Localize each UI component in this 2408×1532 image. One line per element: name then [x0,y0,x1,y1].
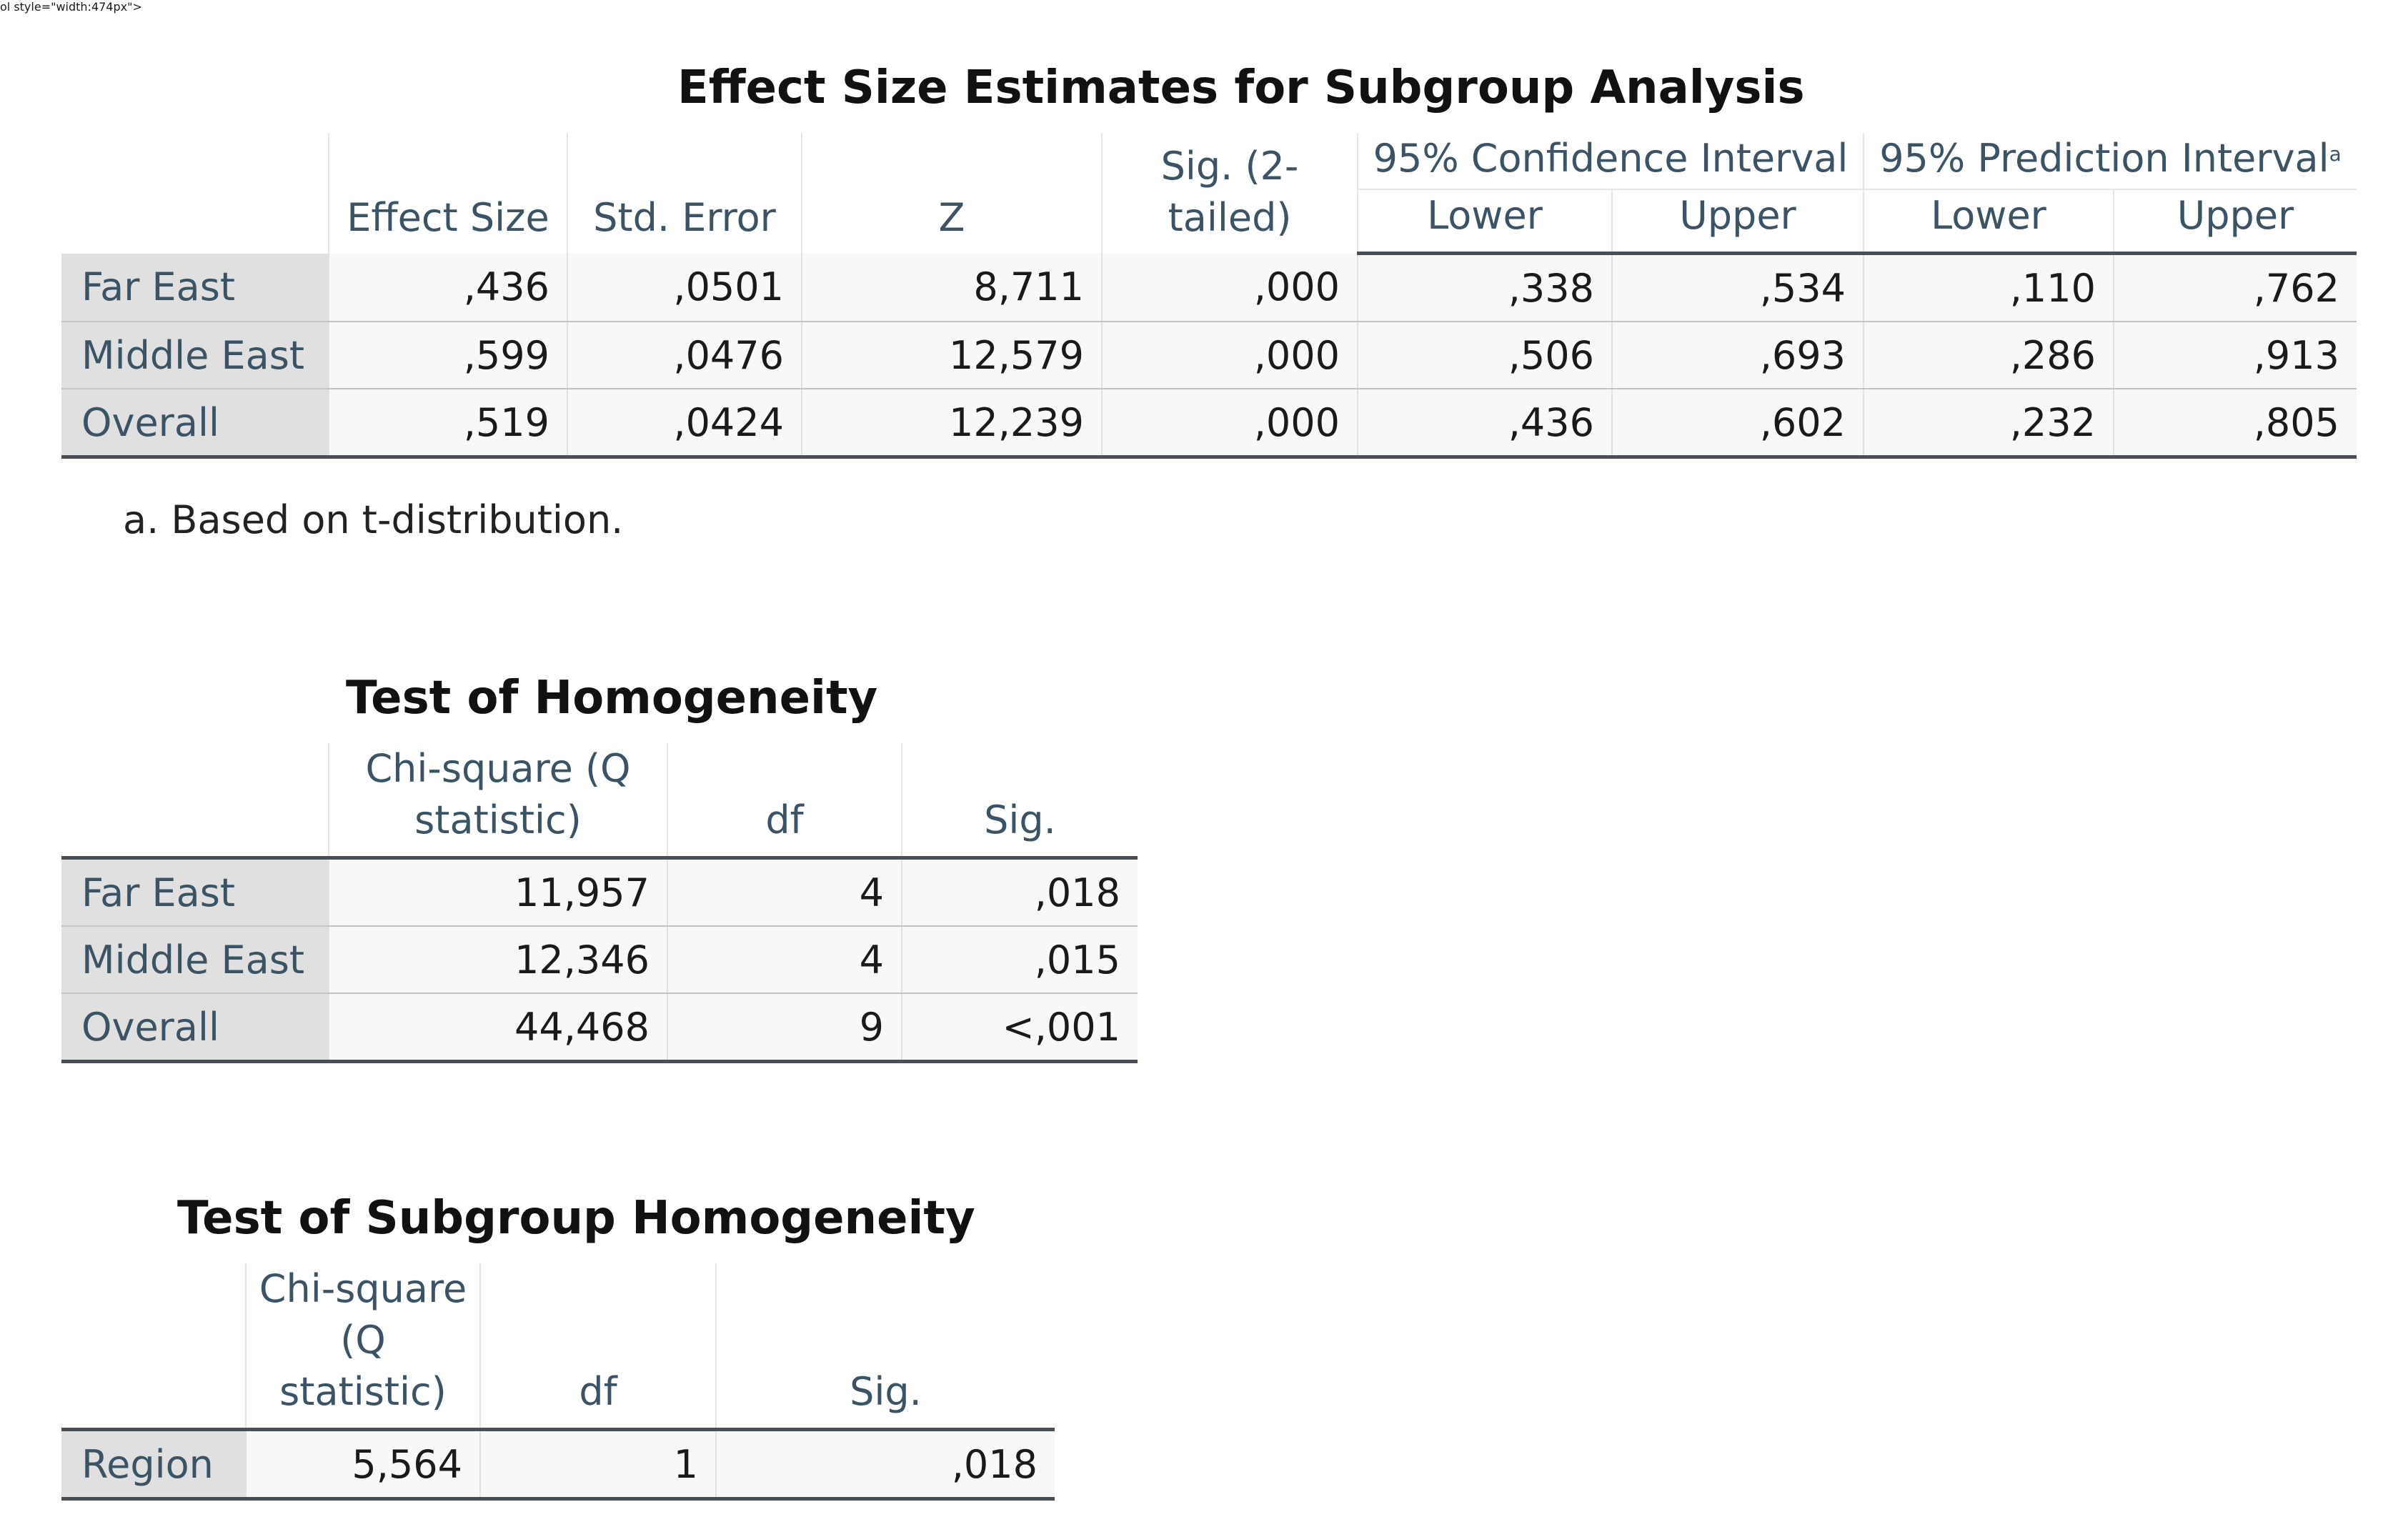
col-header-effect-size: Effect Size [328,133,567,254]
table-row: Middle East ,599 ,0476 12,579 ,000 ,506 … [61,322,2357,389]
cell-pi-lower: ,110 [1863,253,2114,322]
row-label: Overall [61,993,329,1063]
cell-z: 12,579 [801,322,1102,389]
cell-chi-square: 11,957 [328,857,667,927]
cell-df: 1 [479,1429,716,1501]
subgroup-homogeneity-title: Test of Subgroup Homogeneity [177,1192,975,1245]
cell-pi-upper: ,805 [2113,389,2357,459]
cell-effect-size: ,436 [328,253,567,322]
homogeneity-table: Chi-square (Q statistic) df Sig. Far Eas… [61,743,1138,1063]
footnote-marker: a [2329,142,2342,166]
col-header-sig: Sig. (2-tailed) [1101,133,1358,254]
cell-pi-lower: ,232 [1863,389,2114,459]
table-row: Overall 44,468 9 <,001 [61,993,1138,1063]
col-header-sig: Sig. [715,1263,1055,1431]
cell-z: 8,711 [801,253,1102,322]
table-row: Far East ,436 ,0501 8,711 ,000 ,338 ,534… [61,253,2357,322]
corner-cell [61,133,329,254]
cell-effect-size: ,599 [328,322,567,389]
col-header-chi-square: Chi-square (Q statistic) [328,743,667,860]
homogeneity-title: Test of Homogeneity [346,672,878,725]
cell-sig: ,000 [1101,322,1358,389]
cell-chi-square: 44,468 [328,993,667,1063]
col-header-df: df [479,1263,716,1431]
cell-effect-size: ,519 [328,389,567,459]
col-header-std-error: Std. Error [567,133,802,254]
col-header-ci-upper: Upper [1611,189,1864,255]
cell-df: 4 [667,857,902,927]
row-label: Overall [61,389,329,459]
table-row: Region 5,564 1 ,018 [61,1429,1055,1501]
row-label: Far East [61,857,329,927]
cell-ci-upper: ,602 [1611,389,1864,459]
col-header-pi-upper: Upper [2113,189,2357,255]
col-header-z: Z [801,133,1102,254]
effect-size-table: Effect Size Std. Error Z Sig. (2-tailed)… [61,133,2357,459]
row-label: Region [61,1429,246,1501]
effect-size-title: Effect Size Estimates for Subgroup Analy… [677,61,1805,114]
cell-df: 9 [667,993,902,1063]
cell-sig: ,000 [1101,389,1358,459]
cell-ci-lower: ,436 [1357,389,1612,459]
table-row: Far East 11,957 4 ,018 [61,857,1138,927]
col-header-chi-square: Chi-square (Q statistic) [245,1263,480,1431]
chi-square-line-1: Chi-square (Q [365,746,631,791]
cell-df: 4 [667,926,902,994]
cell-pi-upper: ,762 [2113,253,2357,322]
col-header-pi-lower: Lower [1863,189,2114,255]
row-label: Middle East [61,926,329,994]
cell-sig: <,001 [901,993,1138,1063]
cell-std-error: ,0501 [567,253,802,322]
cell-sig: ,018 [901,857,1138,927]
col-header-df: df [667,743,902,860]
table-row: Overall ,519 ,0424 12,239 ,000 ,436 ,602… [61,389,2357,459]
corner-cell [61,1263,246,1431]
cell-chi-square: 12,346 [328,926,667,994]
subgroup-homogeneity-table: Chi-square (Q statistic) df Sig. Region … [61,1263,1055,1501]
cell-ci-upper: ,693 [1611,322,1864,389]
cell-pi-upper: ,913 [2113,322,2357,389]
prediction-interval-label: 95% Prediction Interval [1879,136,2329,181]
col-header-ci-lower: Lower [1357,189,1612,255]
cell-ci-upper: ,534 [1611,253,1864,322]
col-group-confidence-interval: 95% Confidence Interval [1357,133,1864,189]
cell-sig: ,000 [1101,253,1358,322]
cell-std-error: ,0424 [567,389,802,459]
col-group-prediction-interval: 95% Prediction Intervala [1863,133,2357,189]
row-label: Middle East [61,322,329,389]
cell-sig: ,018 [715,1429,1055,1501]
chi-square-line-1: Chi-square (Q [259,1266,467,1363]
row-label: Far East [61,253,329,322]
cell-std-error: ,0476 [567,322,802,389]
chi-square-line-2: statistic) [279,1369,447,1414]
cell-ci-lower: ,506 [1357,322,1612,389]
col-header-sig: Sig. [901,743,1138,860]
cell-chi-square: 5,564 [245,1429,480,1501]
table-row: Middle East 12,346 4 ,015 [61,926,1138,994]
cell-pi-lower: ,286 [1863,322,2114,389]
corner-cell [61,743,329,860]
chi-square-line-2: statistic) [414,797,582,842]
cell-sig: ,015 [901,926,1138,994]
cell-z: 12,239 [801,389,1102,459]
cell-ci-lower: ,338 [1357,253,1612,322]
footnote: a. Based on t-distribution. [123,497,624,542]
